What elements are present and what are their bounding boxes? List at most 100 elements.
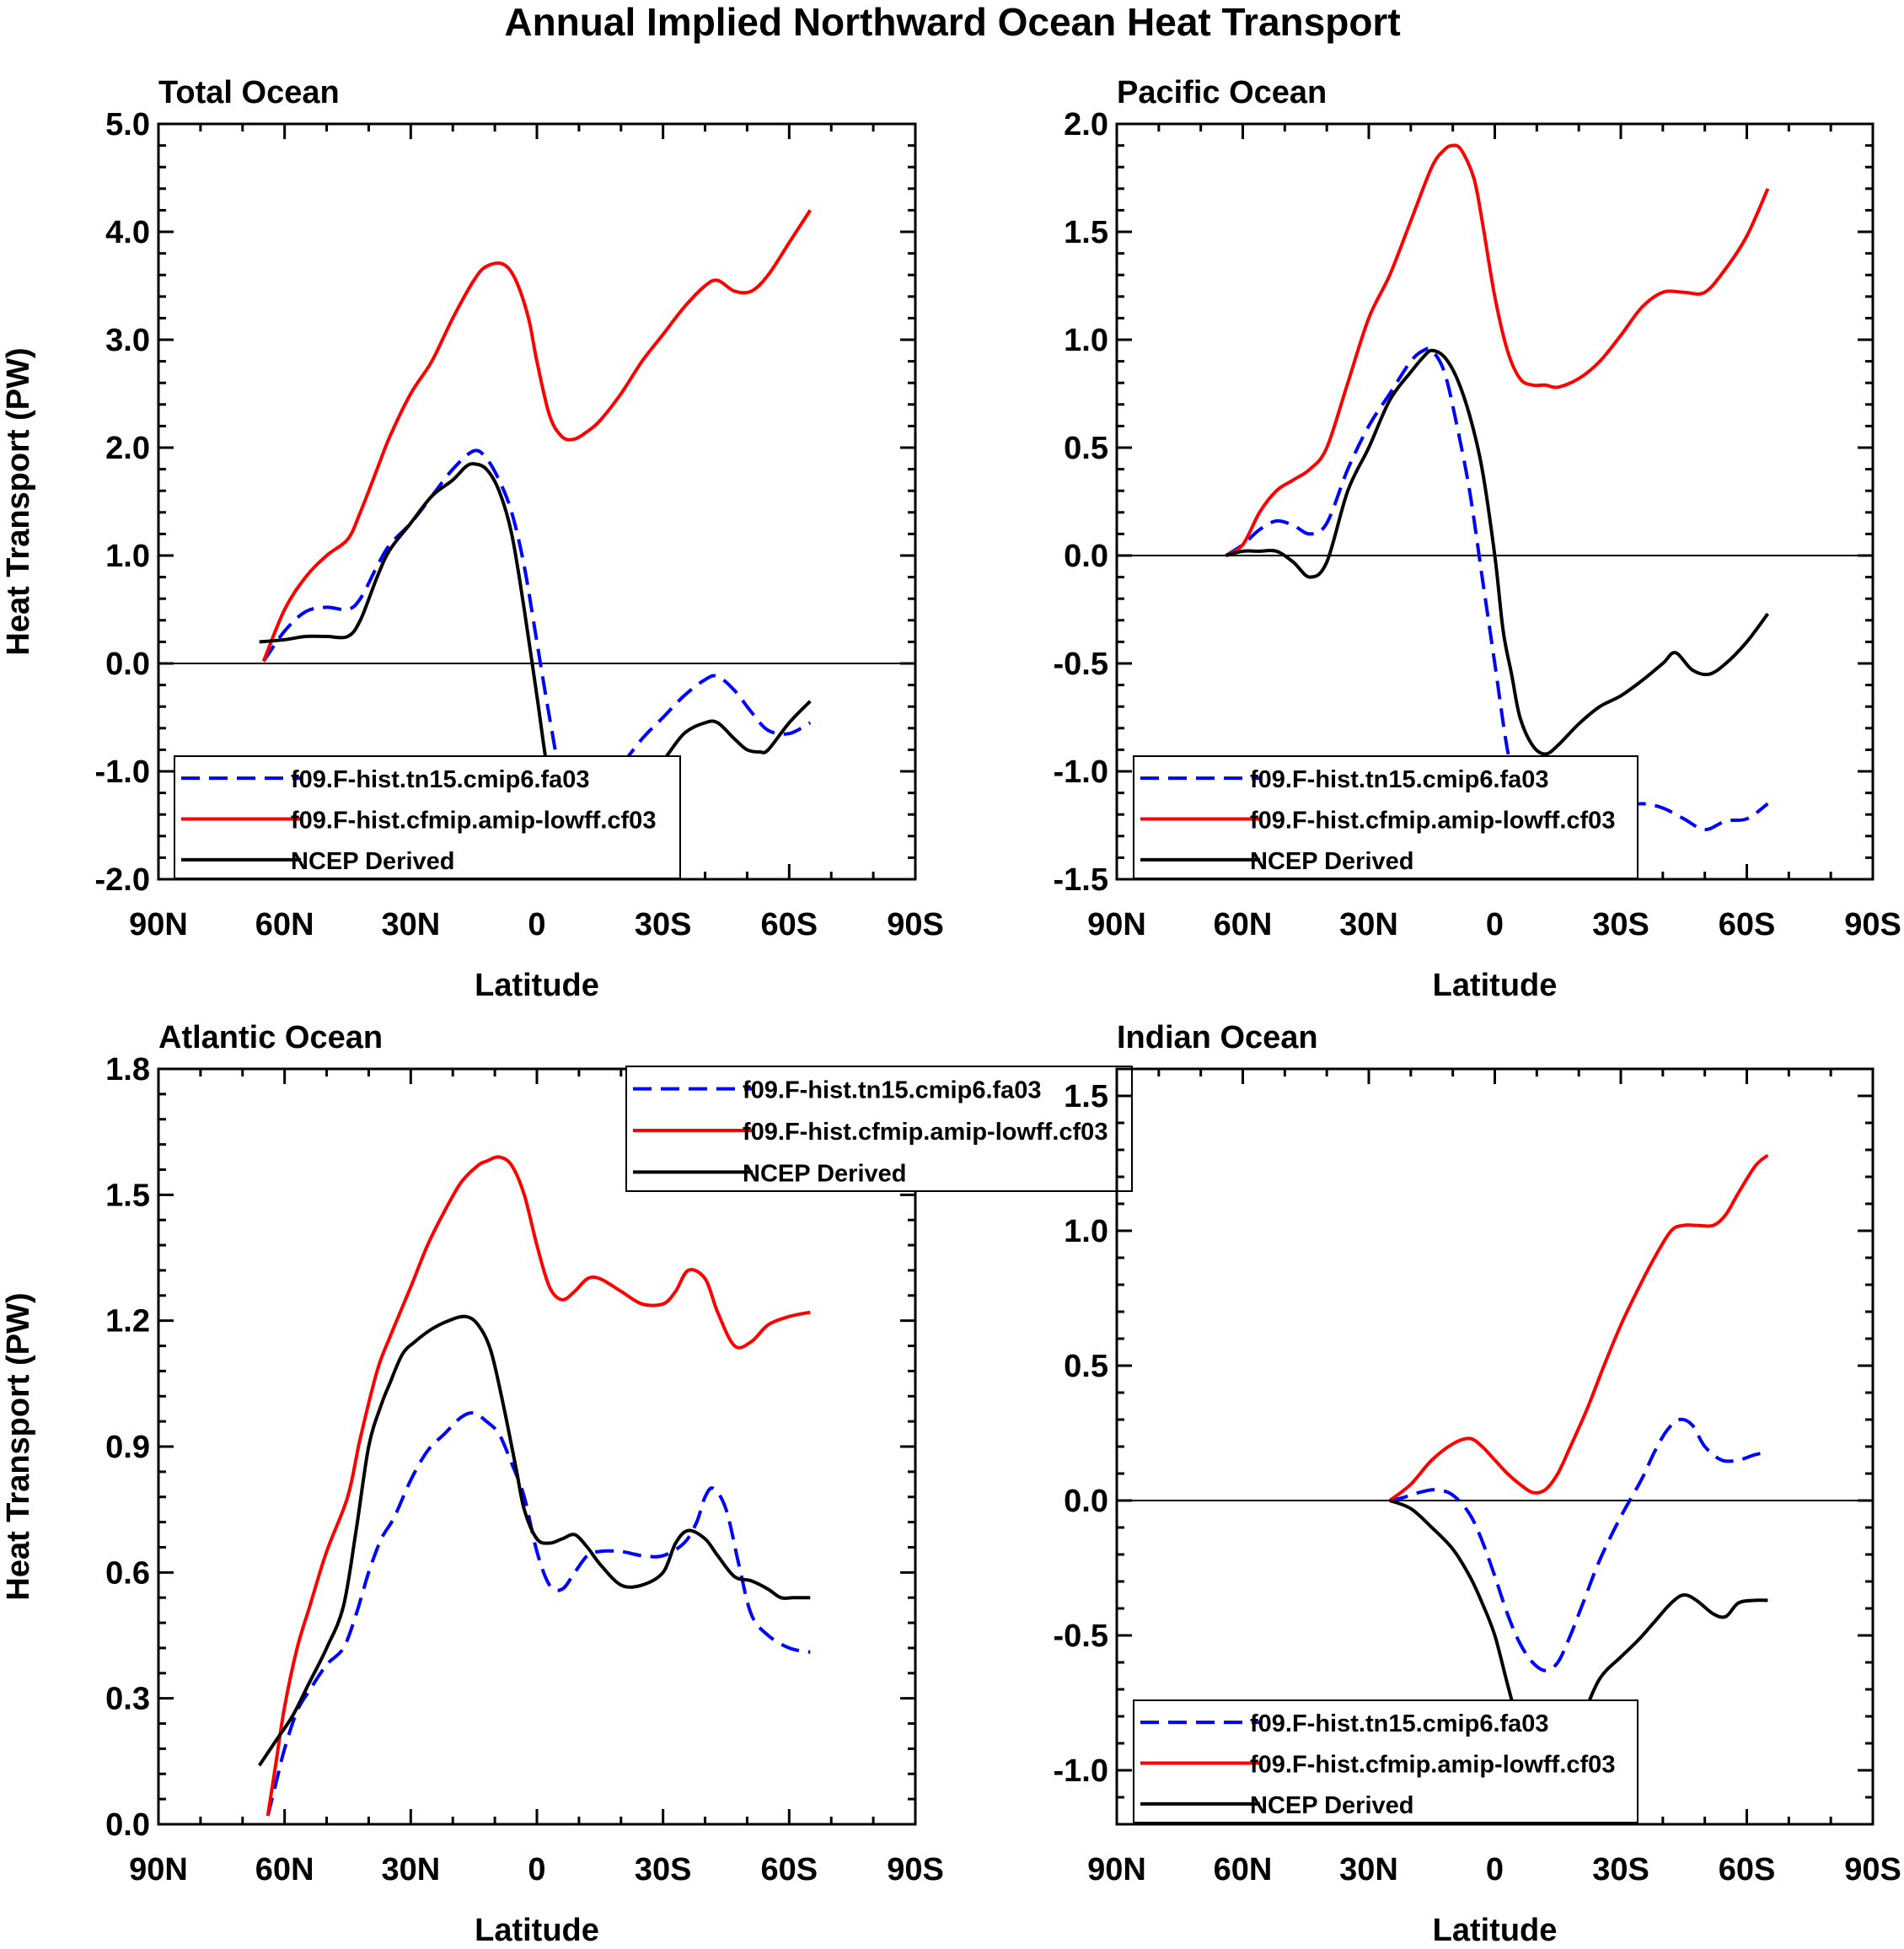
y-tick-label: 2.0 [105,431,150,466]
x-tick-label: 60S [1719,907,1776,942]
x-tick-label: 60S [761,1852,818,1887]
y-tick-label: 1.0 [105,539,150,574]
x-tick-label: 90N [129,907,188,942]
legend-label: f09.F-hist.tn15.cmip6.fa03 [743,1077,1042,1104]
x-tick-label: 30N [1339,1852,1398,1887]
x-tick-label: 30S [1592,1852,1649,1887]
panel-title: Atlantic Ocean [158,1020,383,1055]
series-line-1 [265,1410,811,1817]
legend-label: f09.F-hist.cfmip.amip-lowff.cf03 [1250,1752,1615,1779]
x-tick-label: 0 [528,907,545,942]
y-tick-label: 0.6 [105,1555,150,1591]
y-tick-label: 0.0 [105,1807,150,1843]
x-axis-label: Latitude [475,968,599,1003]
panel-pacific-ocean: Pacific Ocean 90N 60N 30N 0 30S 60S 90S -1.5 -1.0… [1054,75,1901,1003]
y-tick-label: 1.5 [105,1178,150,1213]
x-axis-label: Latitude [1433,1913,1558,1948]
panel-title: Indian Ocean [1117,1020,1318,1055]
panel-total-ocean: Total Ocean 90N 60N 30N 0 30S 60S 90S -2.0 -1.0 0.… [1,75,944,1003]
series-line-3 [1226,348,1770,756]
y-tick-label: 0.5 [1064,1349,1108,1384]
x-tick-label: 0 [528,1852,545,1887]
legend-label: f09.F-hist.cfmip.amip-lowff.cf03 [291,808,656,835]
x-tick-label: 60S [761,907,818,942]
y-tick-label: -0.5 [1054,1619,1108,1654]
legend-label: NCEP Derived [1250,1792,1414,1819]
x-tick-label: 60N [1214,1852,1273,1887]
x-tick-label: 0 [1486,1852,1504,1887]
y-tick-label: 1.5 [1064,1079,1108,1114]
series-line-2 [265,1155,811,1817]
x-tick-label: 90S [887,1852,944,1887]
y-tick-label: 0.9 [105,1430,150,1465]
y-tick-label: 1.2 [105,1304,150,1340]
y-tick-label: -1.5 [1054,862,1108,898]
panel-title: Total Ocean [158,75,340,110]
x-tick-label: 90N [1087,907,1146,942]
series-line-3 [259,462,812,846]
x-tick-label: 60N [255,907,314,942]
series-line-3 [258,1314,811,1767]
legend-label: f09.F-hist.tn15.cmip6.fa03 [1250,766,1549,793]
series-line-1 [1225,346,1769,832]
legend-label: NCEP Derived [1250,848,1414,875]
legend-label: f09.F-hist.cfmip.amip-lowff.cf03 [1250,808,1615,835]
x-tick-label: 30S [635,1852,692,1887]
y-axis-label: Heat Transport (PW) [1,1292,36,1600]
x-axis-label: Latitude [1433,968,1558,1003]
x-tick-label: 0 [1486,907,1504,942]
y-tick-label: 2.0 [1064,107,1108,142]
series-line-1 [1389,1417,1768,1672]
legend-label: NCEP Derived [291,848,455,875]
x-tick-label: 60S [1719,1852,1776,1887]
series-line-2 [1225,143,1770,557]
y-tick-label: 0.0 [1064,1484,1108,1519]
y-tick-label: -0.5 [1054,647,1108,682]
x-tick-label: 30S [1592,907,1649,942]
x-tick-label: 60N [255,1852,314,1887]
y-tick-label: 1.5 [1064,215,1108,250]
x-tick-label: 60N [1214,907,1273,942]
y-tick-label: 0.3 [105,1682,150,1717]
y-tick-label: -1.0 [1054,754,1108,790]
legend: f09.F-hist.tn15.cmip6.fa03 f09.F-hist.cfm… [625,1066,1133,1192]
y-tick-label: -1.0 [1054,1753,1108,1789]
panel-atlantic-ocean: Atlantic Ocean 90N 60N 30N 0 30S 60S 90S 0.0 0.3 0… [1,1020,1133,1948]
legend: f09.F-hist.tn15.cmip6.fa03 f09.F-hist.cfm… [1133,755,1639,879]
x-axis-label: Latitude [475,1913,599,1948]
panel-indian-ocean: Indian Ocean 90N 60N 30N 0 30S 60S 90S -1.0 -0.5 0… [1054,1020,1901,1948]
y-tick-label: 1.0 [1064,1214,1108,1249]
y-tick-label: 1.8 [105,1052,150,1087]
x-tick-label: 30N [381,1852,440,1887]
series-line-2 [1388,1153,1769,1502]
y-tick-label: 5.0 [105,107,150,142]
legend-label: f09.F-hist.tn15.cmip6.fa03 [1250,1710,1549,1737]
series-line-2 [261,209,812,663]
y-tick-label: 1.0 [1064,323,1108,358]
legend-label: f09.F-hist.cfmip.amip-lowff.cf03 [743,1119,1108,1146]
y-tick-label: 0.0 [105,647,150,682]
x-tick-label: 30N [381,907,440,942]
x-tick-label: 30N [1339,907,1398,942]
x-tick-label: 90N [1087,1852,1146,1887]
series-line-1 [262,448,812,804]
legend: f09.F-hist.tn15.cmip6.fa03 f09.F-hist.cfm… [174,755,681,879]
y-axis-label: Heat Transport (PW) [1,347,36,655]
panel-title: Pacific Ocean [1117,75,1327,110]
x-tick-label: 90N [129,1852,188,1887]
x-tick-label: 90S [887,907,944,942]
x-tick-label: 30S [635,907,692,942]
x-tick-label: 90S [1844,1852,1901,1887]
y-tick-label: -1.0 [95,754,150,790]
legend-label: NCEP Derived [743,1160,907,1187]
legend: f09.F-hist.tn15.cmip6.fa03 f09.F-hist.cfm… [1133,1699,1639,1823]
figure-title: Annual Implied Northward Ocean Heat Tran… [504,0,1400,44]
legend-label: f09.F-hist.tn15.cmip6.fa03 [291,766,590,793]
y-tick-label: 3.0 [105,323,150,358]
y-tick-label: 0.5 [1064,431,1108,466]
y-tick-label: -2.0 [95,862,150,898]
y-tick-label: 0.0 [1064,539,1108,574]
x-tick-label: 90S [1844,907,1901,942]
